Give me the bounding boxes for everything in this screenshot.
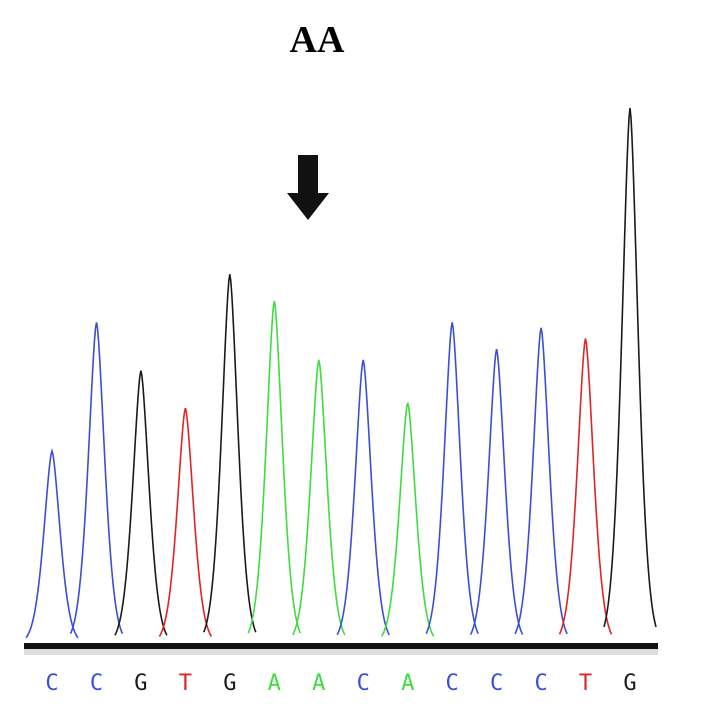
arrow	[287, 155, 329, 220]
base-label: C	[490, 671, 503, 696]
base-label: G	[223, 671, 236, 696]
base-label: A	[268, 671, 281, 696]
peak	[158, 408, 213, 637]
peak	[203, 274, 257, 633]
base-label: T	[579, 671, 592, 696]
base-label: A	[312, 671, 325, 696]
peak	[114, 370, 168, 636]
baseline-shadow	[24, 649, 658, 655]
base-label: G	[134, 671, 147, 696]
base-label: C	[534, 671, 547, 696]
base-label: C	[45, 671, 58, 696]
base-label: C	[446, 671, 459, 696]
peak	[381, 402, 435, 637]
peak	[247, 300, 302, 634]
peak	[514, 327, 568, 635]
peak	[558, 338, 613, 635]
peak	[292, 359, 346, 636]
base-label: C	[90, 671, 103, 696]
base-label: G	[623, 671, 636, 696]
chart-title: AA	[290, 19, 345, 61]
base-label: T	[179, 671, 192, 696]
base-label: A	[401, 671, 414, 696]
baseline	[24, 643, 658, 649]
peak	[336, 359, 390, 636]
peak	[69, 322, 124, 635]
peak	[425, 322, 479, 635]
base-label: C	[357, 671, 370, 696]
peak	[25, 448, 79, 639]
peak	[603, 107, 657, 628]
peak	[469, 349, 524, 635]
